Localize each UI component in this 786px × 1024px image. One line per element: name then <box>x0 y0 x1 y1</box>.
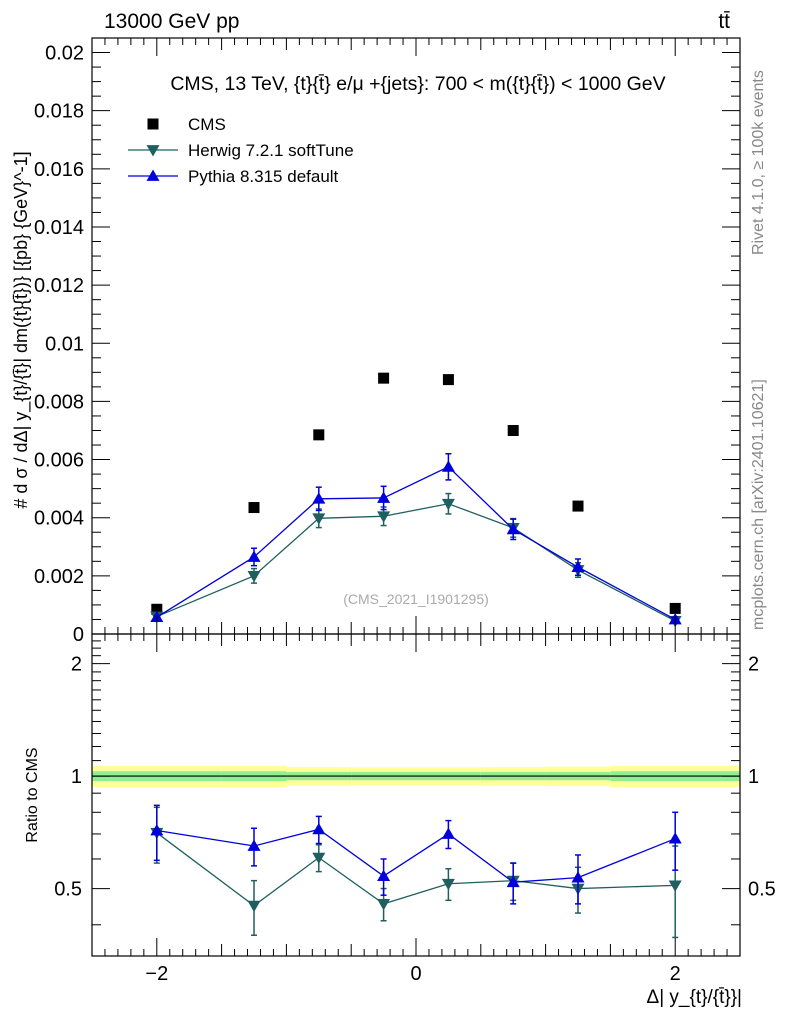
ratio-point <box>668 880 682 892</box>
ratio-point <box>312 852 326 865</box>
ratio-ticks: 0.5 0.5 1 1 2 2 <box>54 640 776 926</box>
ratio-panel: 0.5 0.5 1 1 2 2 Ratio to CMS <box>24 633 776 957</box>
legend-marker <box>147 118 159 130</box>
ratio-point <box>312 822 326 835</box>
data-point <box>442 374 454 386</box>
data-point <box>571 560 585 573</box>
data-point <box>506 522 520 535</box>
ratio-data <box>150 804 682 939</box>
ratio-tick-label: 1 <box>71 766 82 788</box>
y-axis-label: # d σ / dΔ| y_{t}/{t̄}| dm({t}{t̄})} [{p… <box>11 151 32 508</box>
y-tick-label: 0.008 <box>34 391 84 413</box>
source-label: mcplots.cern.ch [arXiv:2401.10621] <box>750 379 767 630</box>
data-point <box>313 429 325 441</box>
chart-title: CMS, 13 TeV, {t}{t̄} e/μ +{jets}: 700 < … <box>170 73 665 95</box>
ratio-axis-label: Ratio to CMS <box>24 747 41 842</box>
ratio-point <box>441 827 455 839</box>
ratio-tick-label-right: 2 <box>748 654 759 676</box>
series-1 <box>150 492 682 628</box>
data-point <box>572 500 584 512</box>
x-tick-label: 2 <box>670 963 681 985</box>
ratio-point <box>668 832 682 844</box>
legend-marker <box>146 169 160 181</box>
data-point <box>441 498 455 511</box>
y-tick-label: 0.016 <box>34 159 84 181</box>
ratio-point <box>377 869 391 881</box>
ratio-line <box>156 832 676 907</box>
ratio-tick-label: 0.5 <box>54 879 82 901</box>
series-line <box>156 466 676 621</box>
data-point <box>378 372 390 384</box>
y-tick-label: 0.004 <box>34 508 84 530</box>
legend-marker <box>146 145 160 157</box>
ratio-point <box>441 878 455 891</box>
y-tick-label: 0 <box>73 624 84 646</box>
y-tick-label: 0.002 <box>34 566 84 588</box>
rivet-label: Rivet 4.1.0, ≥ 100k events <box>750 70 767 255</box>
legend-label: Pythia 8.315 default <box>188 167 339 186</box>
y-tick-label: 0.018 <box>34 101 84 123</box>
data-point <box>669 602 681 614</box>
y-tick-label: 0.012 <box>34 275 84 297</box>
data-point <box>312 513 326 525</box>
ratio-point <box>247 900 261 913</box>
legend-label: Herwig 7.2.1 softTune <box>188 141 354 160</box>
ratio-line <box>156 828 676 883</box>
ratio-series-1 <box>150 806 682 939</box>
ratio-tick-label: 2 <box>71 654 82 676</box>
data-point <box>312 492 326 504</box>
ratio-point <box>377 898 391 911</box>
ratio-series-2 <box>150 804 682 905</box>
legend: CMS Herwig 7.2.1 softTune Pythia 8.315 def… <box>128 115 354 186</box>
ratio-point <box>506 875 520 888</box>
data-point <box>247 570 261 583</box>
x-axis-label: Δ| y_{t}/{t̄}}| <box>647 987 742 1008</box>
ratio-point <box>247 839 261 851</box>
data-point <box>377 491 391 503</box>
ratio-band <box>92 765 740 787</box>
main-panel: 0 0.002 0.004 0.006 0.008 0.01 0.012 0.014 0.016… <box>11 37 741 646</box>
x-tick-label: 0 <box>410 963 421 985</box>
y-tick-label: 0.01 <box>45 333 84 355</box>
legend-entry-1: Herwig 7.2.1 softTune <box>128 141 354 160</box>
x-ticks: −2 0 2 <box>91 38 741 985</box>
series-0 <box>151 372 681 615</box>
main-data <box>150 372 682 628</box>
ratio-point <box>571 871 585 883</box>
ratio-tick-label-right: 1 <box>748 766 759 788</box>
watermark: (CMS_2021_I1901295) <box>343 591 489 607</box>
data-point <box>247 550 261 562</box>
data-point <box>507 424 519 436</box>
ratio-point <box>150 824 164 836</box>
y-tick-label: 0.006 <box>34 450 84 472</box>
series-line <box>156 503 676 622</box>
data-point <box>441 460 455 472</box>
data-point <box>151 603 163 615</box>
series-2 <box>150 452 682 625</box>
legend-entry-0: CMS <box>147 115 226 134</box>
legend-entry-2: Pythia 8.315 default <box>128 167 339 186</box>
y-tick-label: 0.02 <box>45 43 84 65</box>
ratio-tick-label-right: 0.5 <box>748 879 776 901</box>
y-tick-label: 0.014 <box>34 217 84 239</box>
energy-label: 13000 GeV pp <box>104 10 239 33</box>
ratio-frame <box>91 633 741 957</box>
data-point <box>248 502 260 514</box>
legend-label: CMS <box>188 115 226 134</box>
x-tick-label: −2 <box>145 963 168 985</box>
main-ticks: 0 0.002 0.004 0.006 0.008 0.01 0.012 0.014 0.016… <box>34 43 740 646</box>
data-point <box>377 511 391 523</box>
process-label: tt̄ <box>718 10 730 33</box>
